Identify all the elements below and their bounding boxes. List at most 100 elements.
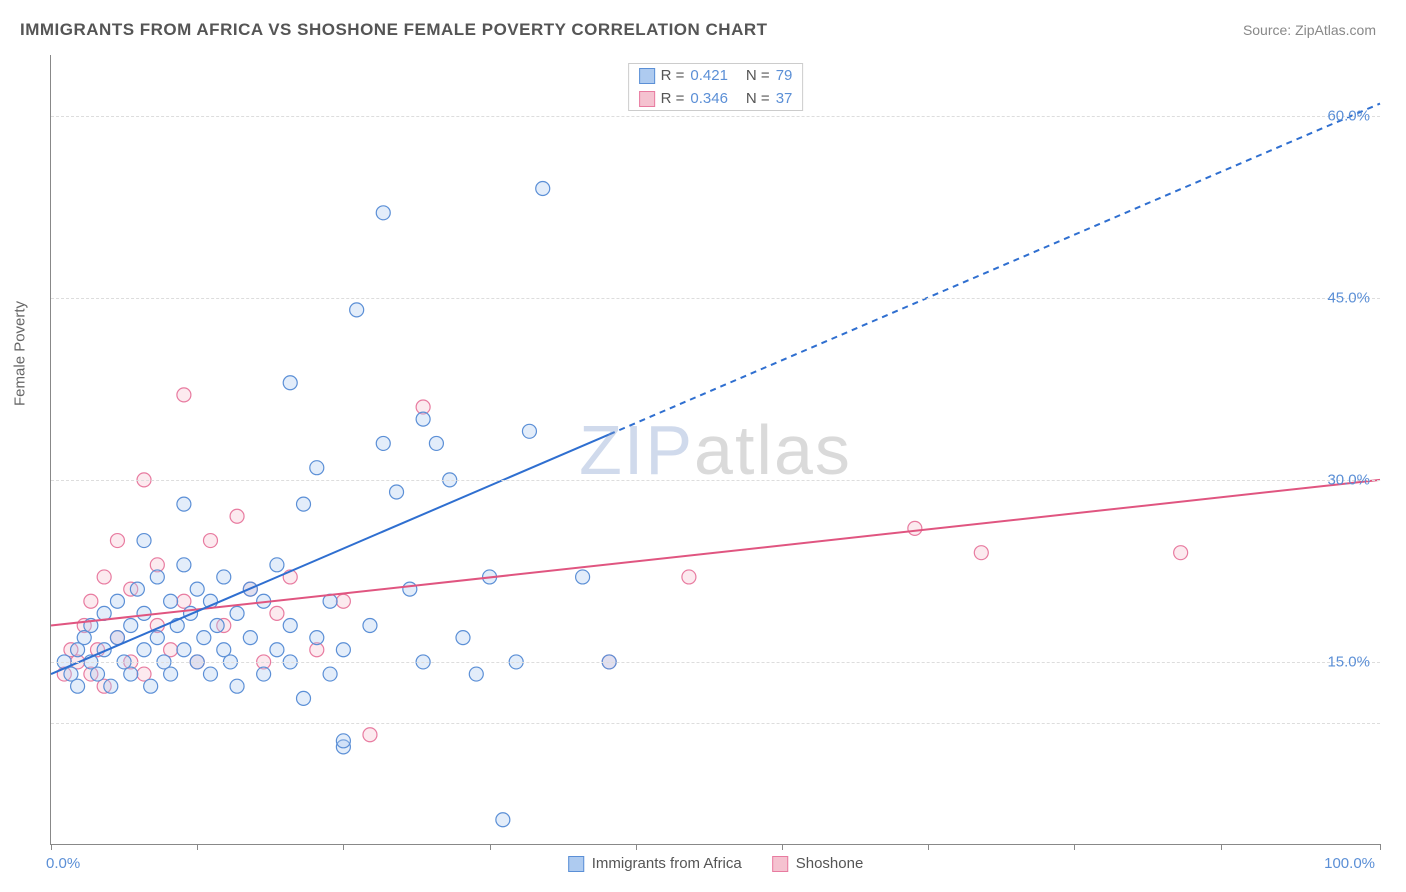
legend-label-africa: Immigrants from Africa <box>592 855 742 872</box>
data-point <box>270 606 284 620</box>
data-point <box>91 667 105 681</box>
data-point <box>270 558 284 572</box>
x-tick <box>782 844 783 850</box>
x-tick <box>51 844 52 850</box>
x-tick <box>636 844 637 850</box>
x-tick <box>490 844 491 850</box>
data-point <box>363 728 377 742</box>
data-point <box>177 388 191 402</box>
n-label: N = <box>746 90 770 107</box>
data-point <box>230 679 244 693</box>
y-axis-label: Female Poverty <box>12 301 29 406</box>
data-point <box>177 643 191 657</box>
data-point <box>130 582 144 596</box>
data-point <box>350 303 364 317</box>
data-point <box>536 182 550 196</box>
data-point <box>190 582 204 596</box>
data-point <box>137 643 151 657</box>
data-point <box>71 679 85 693</box>
data-point <box>390 485 404 499</box>
data-point <box>297 691 311 705</box>
x-tick-label: 100.0% <box>1324 855 1375 872</box>
data-point <box>177 558 191 572</box>
data-point <box>336 643 350 657</box>
data-point <box>336 734 350 748</box>
y-tick-label: 60.0% <box>1327 107 1370 124</box>
data-point <box>974 546 988 560</box>
data-point <box>576 570 590 584</box>
chart-header: IMMIGRANTS FROM AFRICA VS SHOSHONE FEMAL… <box>20 20 1386 50</box>
n-value-africa: 79 <box>776 67 793 84</box>
stats-row-africa: R = 0.421 N = 79 <box>629 64 803 87</box>
data-point <box>164 667 178 681</box>
source-attribution: Source: ZipAtlas.com <box>1243 22 1376 38</box>
swatch-africa <box>568 856 584 872</box>
x-tick <box>928 844 929 850</box>
chart-svg <box>51 55 1380 844</box>
x-tick <box>1380 844 1381 850</box>
data-point <box>469 667 483 681</box>
n-value-shoshone: 37 <box>776 90 793 107</box>
data-point <box>257 667 271 681</box>
trendline-solid <box>51 434 609 674</box>
data-point <box>456 631 470 645</box>
data-point <box>177 497 191 511</box>
gridline-h <box>51 723 1380 724</box>
data-point <box>270 643 284 657</box>
gridline-h <box>51 480 1380 481</box>
data-point <box>137 606 151 620</box>
data-point <box>164 594 178 608</box>
legend-item-africa: Immigrants from Africa <box>568 855 742 872</box>
r-value-africa: 0.421 <box>690 67 728 84</box>
y-tick-label: 30.0% <box>1327 471 1370 488</box>
data-point <box>124 667 138 681</box>
data-point <box>363 619 377 633</box>
data-point <box>297 497 311 511</box>
data-point <box>210 619 224 633</box>
swatch-shoshone <box>639 91 655 107</box>
data-point <box>150 570 164 584</box>
correlation-stats-box: R = 0.421 N = 79 R = 0.346 N = 37 <box>628 63 804 111</box>
data-point <box>97 570 111 584</box>
data-point <box>197 631 211 645</box>
data-point <box>496 813 510 827</box>
r-label: R = <box>661 90 685 107</box>
x-tick <box>1074 844 1075 850</box>
data-point <box>243 631 257 645</box>
plot-area: ZIPatlas R = 0.421 N = 79 R = 0.346 N = … <box>50 55 1380 845</box>
x-tick-label: 0.0% <box>46 855 80 872</box>
legend-item-shoshone: Shoshone <box>772 855 864 872</box>
data-point <box>217 570 231 584</box>
x-tick <box>1221 844 1222 850</box>
data-point <box>110 594 124 608</box>
data-point <box>908 521 922 535</box>
gridline-h <box>51 298 1380 299</box>
data-point <box>110 534 124 548</box>
data-point <box>429 436 443 450</box>
r-label: R = <box>661 67 685 84</box>
data-point <box>310 631 324 645</box>
data-point <box>230 509 244 523</box>
data-point <box>283 376 297 390</box>
y-tick-label: 45.0% <box>1327 289 1370 306</box>
data-point <box>376 436 390 450</box>
data-point <box>416 412 430 426</box>
stats-row-shoshone: R = 0.346 N = 37 <box>629 87 803 110</box>
x-tick <box>197 844 198 850</box>
data-point <box>137 534 151 548</box>
data-point <box>144 679 158 693</box>
data-point <box>310 461 324 475</box>
data-point <box>323 667 337 681</box>
r-value-shoshone: 0.346 <box>690 90 728 107</box>
legend-label-shoshone: Shoshone <box>796 855 864 872</box>
trendline-dashed <box>609 104 1380 435</box>
swatch-shoshone <box>772 856 788 872</box>
data-point <box>283 619 297 633</box>
y-tick-label: 15.0% <box>1327 653 1370 670</box>
data-point <box>403 582 417 596</box>
data-point <box>203 534 217 548</box>
data-point <box>150 631 164 645</box>
data-point <box>124 619 138 633</box>
data-point <box>522 424 536 438</box>
chart-title: IMMIGRANTS FROM AFRICA VS SHOSHONE FEMAL… <box>20 20 768 39</box>
